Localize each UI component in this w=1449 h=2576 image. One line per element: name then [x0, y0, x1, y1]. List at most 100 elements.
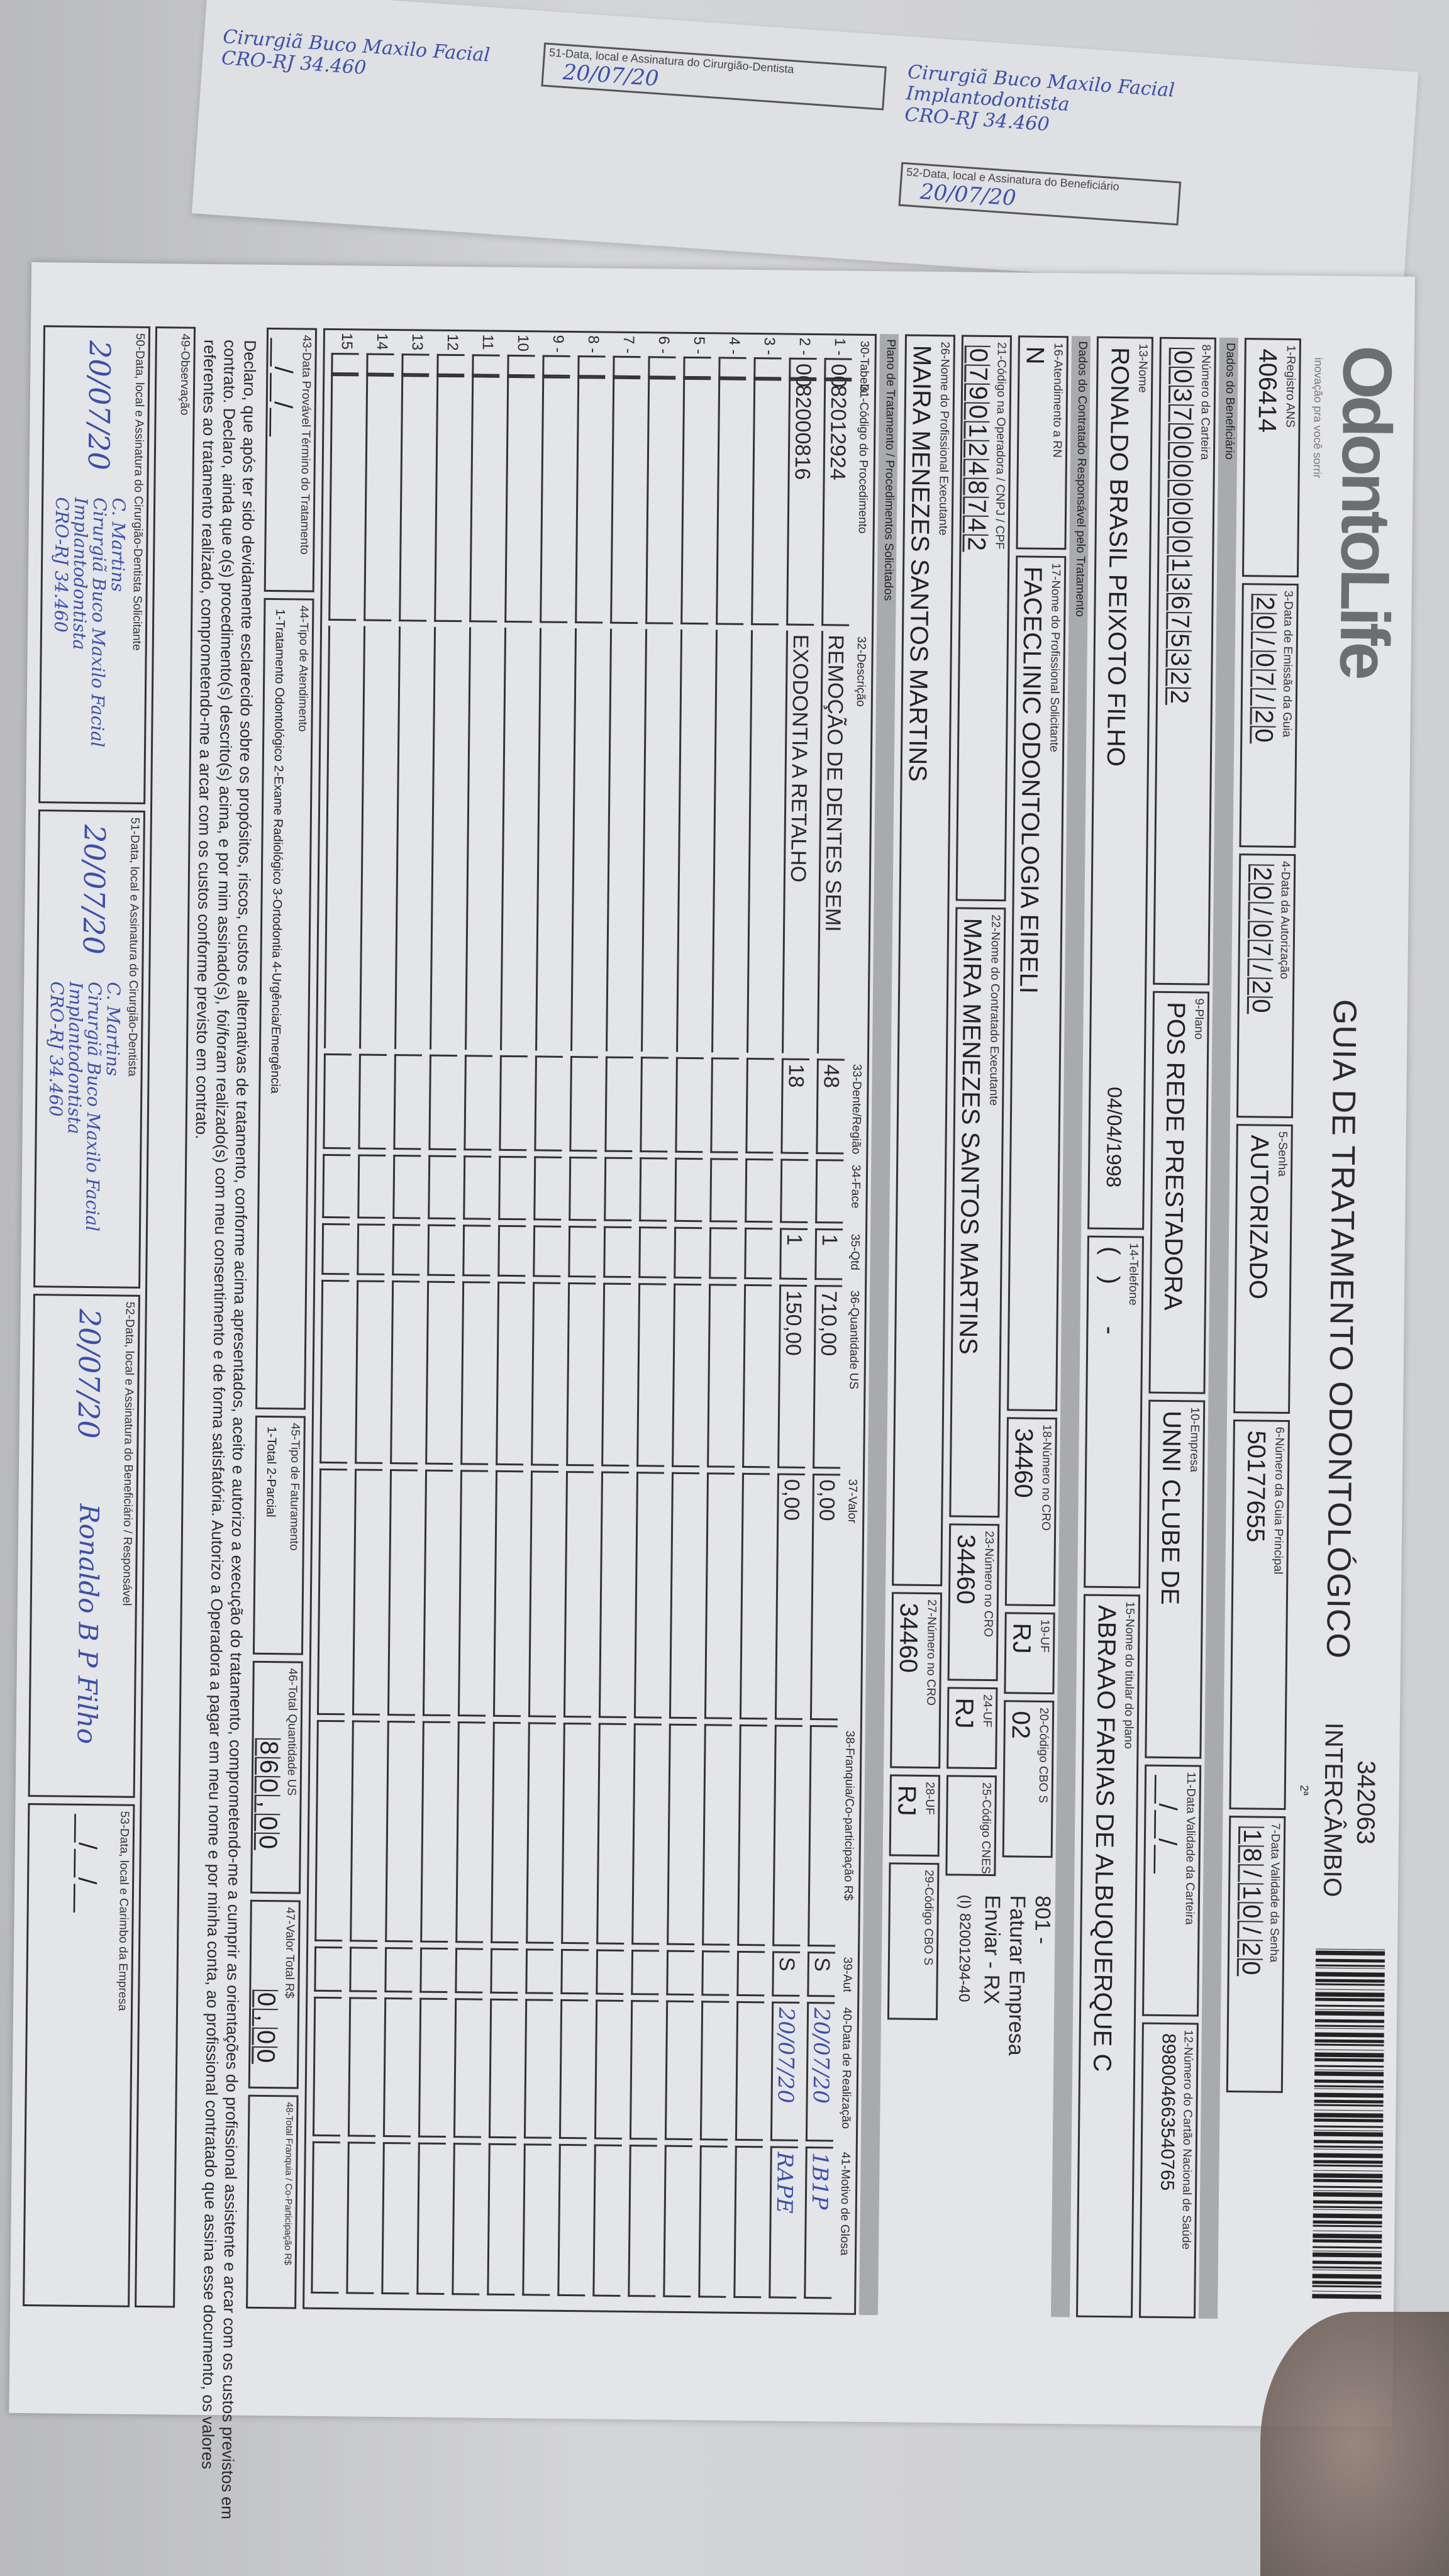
- cell-descricao: [606, 628, 638, 1052]
- field-cro-solicitante: 18-Número no CRO 34460: [1004, 1417, 1057, 1607]
- row-number: 6 -: [655, 336, 672, 354]
- cell-codigo: [645, 377, 676, 625]
- barcode-bar: [1314, 2085, 1384, 2088]
- cell-franquia: [772, 1724, 802, 1946]
- cell-descricao: [500, 627, 533, 1051]
- barcode-bar: [1315, 1979, 1385, 1983]
- guide-number: 342063: [1351, 1760, 1380, 1845]
- field-empresa: 10-Empresa UNNI CLUBE DE: [1145, 1399, 1206, 1759]
- cell-codigo: [399, 375, 430, 622]
- cell-qtd: [744, 1227, 773, 1280]
- cell-face: [674, 1157, 703, 1223]
- row-number: 3 -: [760, 337, 778, 355]
- barcode-bar: [1314, 2043, 1384, 2046]
- cell-qtd: [321, 1223, 350, 1275]
- form-title: GUIA DE TRATAMENTO ODONTOLÓGICO: [1319, 999, 1363, 1660]
- cell-data: 20/07/20: [805, 2002, 835, 2142]
- row-number: 13: [408, 333, 426, 351]
- barcode-bar: [1314, 2118, 1384, 2123]
- cell-codigo: [751, 378, 782, 626]
- cell-us: [566, 1282, 596, 1467]
- barcode-bar: [1313, 2252, 1382, 2258]
- barcode-bar: [1316, 1950, 1385, 1956]
- field-carteira: 8-Número da Carteira 0037000000013675322: [1153, 336, 1216, 985]
- field-validade-carteira: 11-Data Validade da Carteira __/__/__: [1142, 1764, 1202, 2017]
- cell-valor: [563, 1470, 594, 1718]
- barcode-bar: [1315, 1989, 1385, 1990]
- barcode-bar: [1313, 2239, 1382, 2243]
- cell-valor: [633, 1472, 665, 1719]
- procedures-table: 30-Tabela 31-Código do Procedimento 32-Des…: [303, 328, 877, 2315]
- cell-franquia: [596, 1723, 626, 1945]
- cell-face: [604, 1157, 633, 1222]
- field-telefone: 14-Telefone( ) -: [1084, 1235, 1145, 1589]
- field-cnes: 25-Código CNES: [945, 1775, 997, 1877]
- cell-dente: [640, 1057, 669, 1153]
- barcode-bar: [1312, 2260, 1382, 2265]
- barcode-bar: [1314, 2069, 1384, 2071]
- barcode-bar: [1312, 2280, 1382, 2285]
- cell-data: 20/07/20: [770, 2001, 800, 2141]
- field-cro-prof: 27-Número no CRO 34460: [890, 1592, 943, 1769]
- cell-dente: 18: [780, 1058, 809, 1154]
- barcode-bar: [1313, 2192, 1383, 2197]
- cell-descricao: [465, 627, 497, 1050]
- field-cbo-prof: 29-Código CBO S: [887, 1862, 940, 2021]
- barcode-bar: [1312, 2294, 1382, 2299]
- cell-qtd: 1: [779, 1228, 808, 1280]
- cell-data: [312, 1996, 342, 2137]
- barcode-bar: [1313, 2148, 1383, 2150]
- cell-aut: [701, 1950, 730, 1996]
- cell-codigo: [680, 377, 711, 625]
- signature-beneficiario: 52-Data, local e Assinatura do Beneficiá…: [28, 1294, 140, 1798]
- cell-qtd: [427, 1224, 456, 1277]
- barcode-bar: [1314, 2129, 1384, 2131]
- cell-motivo: [628, 2145, 657, 2297]
- cell-franquia: [808, 1725, 838, 1947]
- cell-tabela: 00: [824, 358, 852, 387]
- cell-codigo: [575, 377, 606, 624]
- cell-codigo: [328, 374, 359, 621]
- cell-valor: 0,00: [774, 1473, 806, 1720]
- column-header: 35-Qtd: [848, 1233, 862, 1270]
- behind-stamp-2: Cirurgiã Buco Maxilo Facial Implantodonti…: [904, 61, 1175, 136]
- barcode-bar: [1313, 2224, 1382, 2228]
- barcode-bar: [1313, 2164, 1383, 2167]
- barcode-bar: [1313, 2213, 1382, 2219]
- cell-valor: [457, 1470, 489, 1717]
- barcode-bar: [1315, 1967, 1385, 1969]
- barcode-bar: [1314, 2019, 1384, 2023]
- cell-qtd: 1: [814, 1228, 843, 1280]
- barcode-bar: [1314, 2104, 1384, 2107]
- field-plano: 9-Plano POS REDE PRESTADORA: [1148, 991, 1210, 1394]
- cell-aut: [525, 1948, 554, 1994]
- cell-face: [498, 1155, 527, 1221]
- cell-us: [496, 1281, 526, 1466]
- cell-descricao: [324, 625, 357, 1049]
- barcode-bar: [1314, 2092, 1384, 2098]
- behind-signature-box: 51-Data, local e Assinatura do Cirurgião…: [541, 42, 887, 111]
- cell-motivo: [416, 2142, 446, 2296]
- barcode-bar: [1314, 2112, 1384, 2118]
- cell-aut: [631, 1950, 660, 1996]
- cell-franquia: [737, 1724, 767, 1946]
- billing-note: 801 - Faturar Empresa Enviar - RX (I) 82001…: [955, 1894, 1055, 2056]
- cell-franquia: [526, 1722, 556, 1944]
- field-nome: 13-Nome RONALDO BRASIL PEIXOTO FILHO 04/04…: [1087, 336, 1153, 1230]
- row-number: 5 -: [690, 336, 708, 355]
- cell-motivo: [311, 2141, 340, 2294]
- cell-us: [319, 1279, 350, 1464]
- field-cns: 12-Número do Cartão Nacional de Saúde 898…: [1138, 2022, 1199, 2319]
- row-number: 1 -: [831, 338, 848, 356]
- cell-tabela: [472, 354, 500, 376]
- cell-us: [390, 1280, 420, 1465]
- row-number: 8 -: [584, 335, 602, 353]
- cell-qtd: [674, 1226, 702, 1279]
- cell-us: [636, 1283, 667, 1467]
- cell-descricao: [747, 630, 779, 1053]
- barcode-bar: [1313, 2140, 1383, 2144]
- cell-aut: [596, 1949, 625, 1995]
- cell-descricao: [394, 626, 427, 1050]
- row-number: 12: [443, 333, 461, 351]
- barcode-bar: [1312, 2285, 1382, 2288]
